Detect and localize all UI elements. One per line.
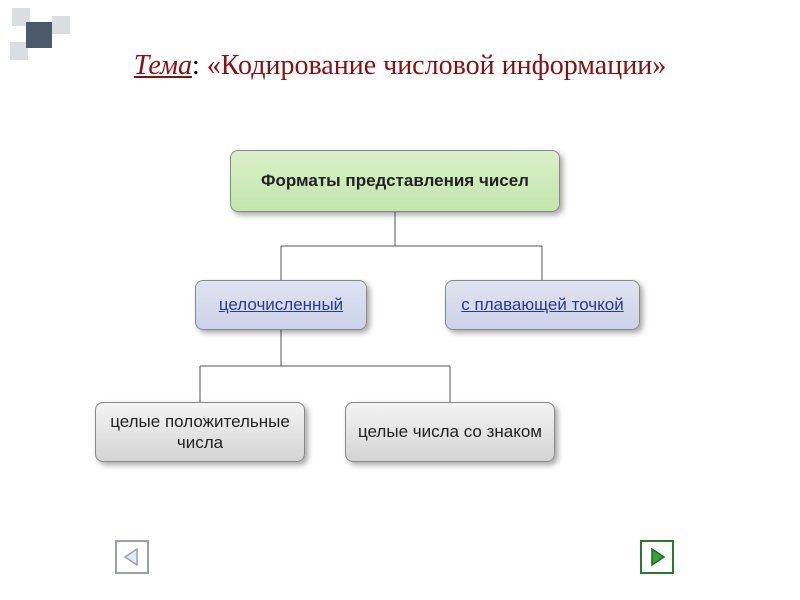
node-integer[interactable]: целочисленный xyxy=(195,280,367,330)
node-float-label: с плавающей точкой xyxy=(461,294,623,315)
node-signed: целые числа со знаком xyxy=(345,402,555,462)
node-float[interactable]: с плавающей точкой xyxy=(445,280,640,330)
page-title: Тема: «Кодирование числовой информации» xyxy=(0,50,800,82)
next-icon xyxy=(646,546,668,568)
node-positive: целые положительные числа xyxy=(95,402,305,462)
next-button[interactable] xyxy=(640,540,674,574)
title-text: «Кодирование числовой информации» xyxy=(207,50,666,81)
prev-button[interactable] xyxy=(115,540,149,574)
node-root: Форматы представления чисел xyxy=(230,150,560,212)
title-label: Тема xyxy=(134,50,192,81)
decor-square xyxy=(26,22,52,48)
node-root-label: Форматы представления чисел xyxy=(261,170,529,191)
decor-square xyxy=(52,16,70,34)
prev-icon xyxy=(121,546,143,568)
node-integer-label: целочисленный xyxy=(219,294,343,315)
title-separator: : xyxy=(192,50,207,81)
node-signed-label: целые числа со знаком xyxy=(358,421,542,442)
diagram: Форматы представления чисел целочисленны… xyxy=(0,140,800,500)
node-positive-label: целые положительные числа xyxy=(100,411,300,454)
